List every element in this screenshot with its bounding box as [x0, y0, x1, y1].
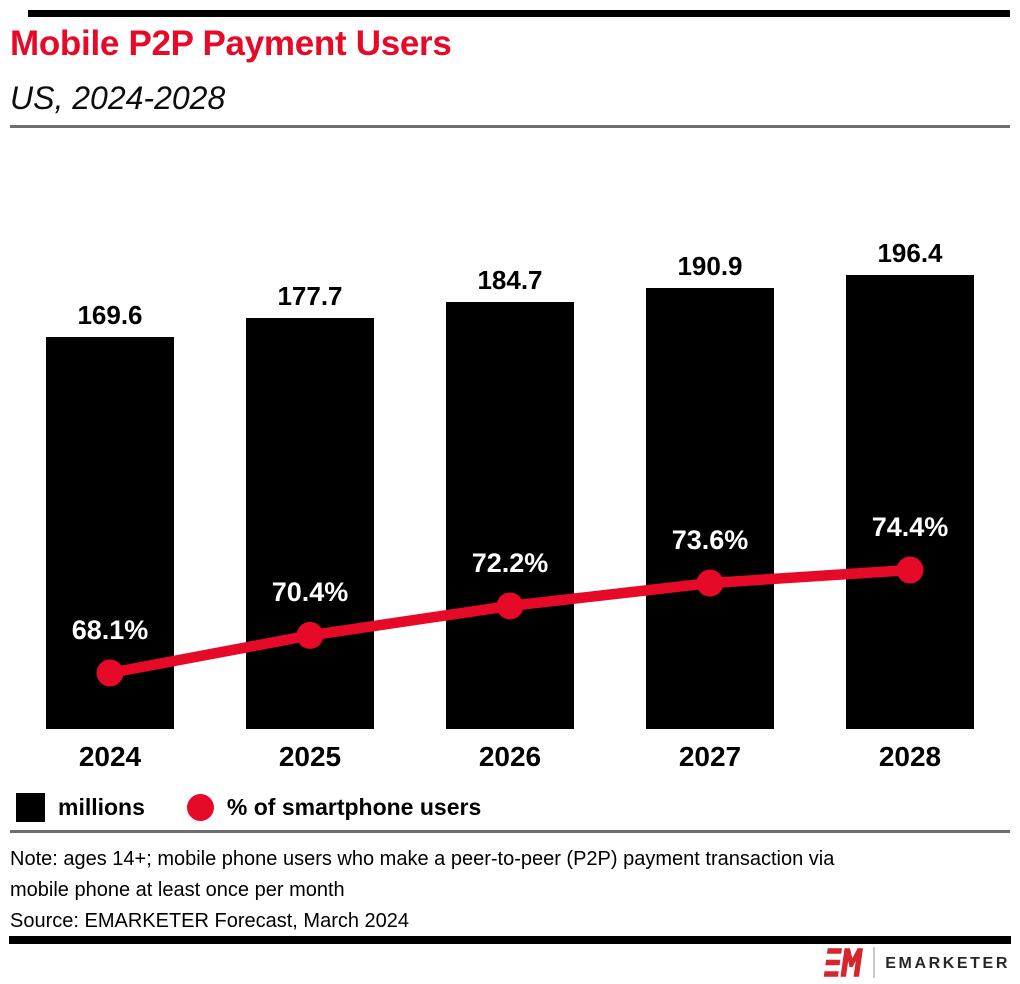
- bar-value-label-2027: 190.9: [677, 251, 743, 281]
- logo-divider: [873, 947, 876, 978]
- bar-2027: [646, 288, 774, 729]
- x-axis-label-2024: 2024: [78, 741, 142, 772]
- header-divider: [10, 125, 1010, 128]
- x-axis-label-2027: 2027: [678, 741, 742, 772]
- chart-title: Mobile P2P Payment Users: [10, 24, 452, 63]
- line-value-label-2028: 74.4%: [871, 512, 949, 542]
- footer-divider: [10, 830, 1010, 833]
- bar-2026: [446, 302, 574, 729]
- line-value-label-2025: 70.4%: [271, 577, 349, 608]
- bar-value-label-2024: 169.6: [77, 300, 143, 330]
- bar-2025: [246, 318, 374, 729]
- bar-2028: [846, 275, 974, 729]
- chart-plot-area: 169.6 2024 177.7 2025 184.7 2026 190.9 2027 196.…: [0, 230, 1020, 772]
- source-text: Source: EMARKETER Forecast, March 2024: [10, 910, 410, 932]
- top-rule-bar: [28, 10, 1010, 17]
- x-axis-label-2026: 2026: [478, 741, 542, 772]
- bar-value-label-2025: 177.7: [277, 281, 343, 311]
- x-axis-label-2028: 2028: [878, 741, 942, 772]
- emarketer-wordmark: EMARKETER: [885, 954, 1010, 972]
- x-axis-label-2025: 2025: [278, 741, 342, 772]
- bar-value-label-2028: 196.4: [877, 238, 943, 268]
- legend-line-swatch-icon: [186, 793, 214, 821]
- bar-2024: [46, 337, 174, 729]
- note-line-1: Note: ages 14+; mobile phone users who m…: [10, 848, 835, 870]
- bar-value-label-2026: 184.7: [477, 265, 543, 295]
- emarketer-logo: EMARKETER: [821, 945, 1010, 980]
- note-and-source: Note: ages 14+; mobile phone users who m…: [10, 844, 1010, 937]
- legend-line-label: % of smartphone users: [226, 793, 482, 820]
- emarketer-logo-mark-icon: [823, 948, 864, 977]
- legend-bar-label: millions: [58, 793, 145, 820]
- chart-subtitle: US, 2024-2028: [10, 80, 226, 116]
- line-value-label-2027: 73.6%: [671, 525, 749, 556]
- line-value-label-2026: 72.2%: [471, 547, 549, 578]
- bottom-rule-bar: [9, 936, 1011, 944]
- line-value-label-2024: 68.1%: [71, 615, 149, 645]
- legend: millions % of smartphone users: [16, 792, 481, 822]
- legend-bar-swatch-icon: [16, 792, 45, 822]
- note-line-2: mobile phone at least once per month: [10, 879, 345, 901]
